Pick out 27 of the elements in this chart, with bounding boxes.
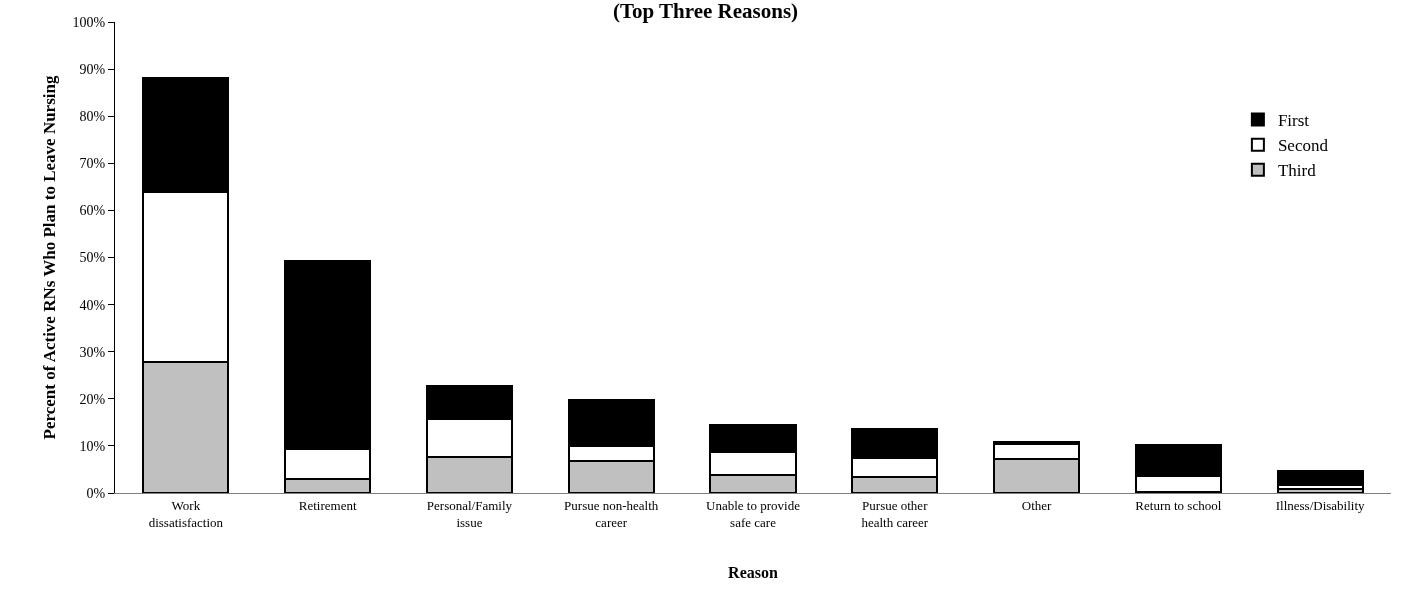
legend-label: First xyxy=(1277,111,1310,131)
x-tick-label: Pursue other health career xyxy=(861,497,929,530)
x-tick-label: Other xyxy=(1021,497,1053,513)
y-tick-label: 10% xyxy=(79,438,106,454)
y-tick-label: 20% xyxy=(79,391,106,407)
bar xyxy=(1276,469,1364,486)
y-tick-label: 50% xyxy=(79,250,106,266)
x-tick-label: Pursue non-health career xyxy=(564,497,659,530)
y-tick-label: 100% xyxy=(72,14,106,30)
x-axis-title: Reason xyxy=(728,564,778,582)
legend-label: Second xyxy=(1277,136,1329,156)
x-tick-label: Illness/Disability xyxy=(1275,497,1366,513)
chart-title: (Top Three Reasons) xyxy=(612,0,799,23)
y-axis-title: Percent of Active RNs Who Plan to Leave Nursing xyxy=(40,75,60,440)
x-tick-label: Unable to provide safe care xyxy=(706,497,801,530)
y-tick-label: 60% xyxy=(79,203,106,219)
x-tick-label: Return to school xyxy=(1135,497,1222,513)
y-tick-label: 80% xyxy=(79,109,106,125)
y-tick-label: 0% xyxy=(86,485,106,501)
y-tick-label: 70% xyxy=(79,156,106,172)
y-tick-label: 40% xyxy=(79,297,106,313)
x-tick-label: Work dissatisfaction xyxy=(148,497,224,530)
y-tick-label: 90% xyxy=(79,62,106,77)
x-tick-label: Retirement xyxy=(298,497,357,513)
y-tick-label: 30% xyxy=(79,344,106,360)
legend-label: Third xyxy=(1277,161,1317,181)
x-tick-label: Personal/Family issue xyxy=(426,497,513,530)
